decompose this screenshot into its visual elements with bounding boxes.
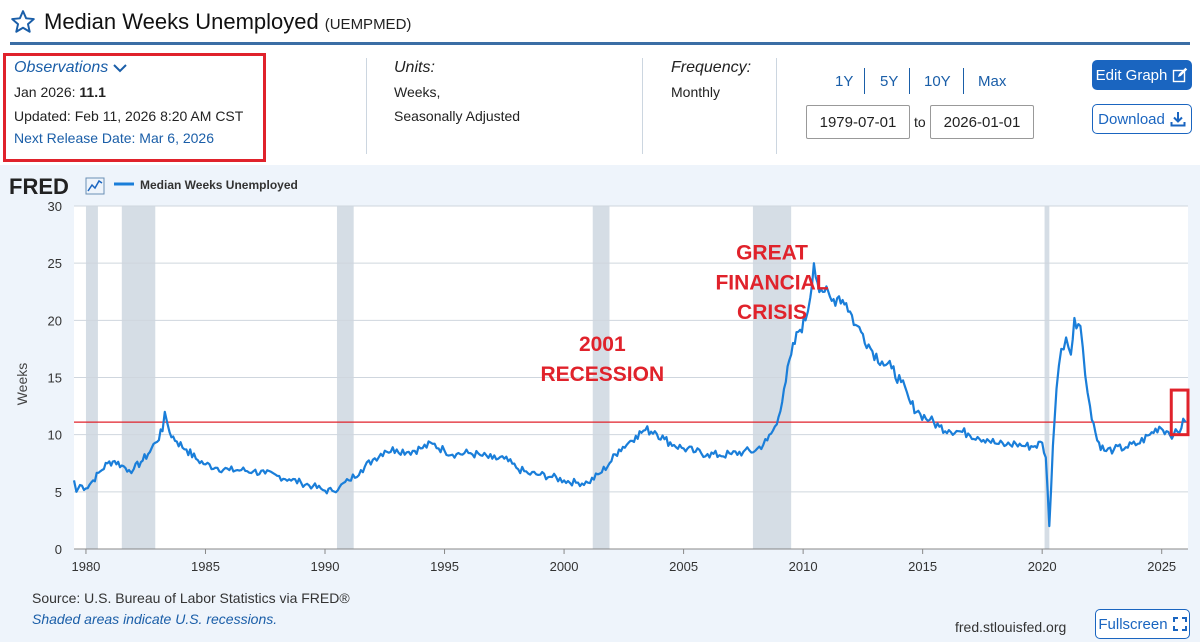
- download-icon: [1170, 112, 1186, 127]
- y-tick-label: 25: [48, 256, 62, 271]
- x-tick-label: 2005: [669, 559, 698, 574]
- range-10y-button[interactable]: 10Y: [924, 73, 951, 90]
- updated-text: Updated: Feb 11, 2026 8:20 AM CST: [14, 108, 244, 124]
- annotation-text: FINANCIAL: [715, 271, 828, 294]
- x-tick-label: 2015: [908, 559, 937, 574]
- x-tick-label: 1990: [311, 559, 340, 574]
- x-tick-label: 1980: [71, 559, 100, 574]
- series-line: [72, 262, 1187, 528]
- units-line-1: Weeks,: [394, 84, 441, 100]
- edit-graph-button[interactable]: Edit Graph: [1092, 60, 1192, 90]
- x-tick-label: 2020: [1028, 559, 1057, 574]
- x-tick-label: 2000: [550, 559, 579, 574]
- annotation-text: RECESSION: [540, 363, 664, 386]
- x-tick-label: 2010: [789, 559, 818, 574]
- y-axis-label: Weeks: [14, 363, 30, 406]
- x-tick-label: 2025: [1147, 559, 1176, 574]
- star-icon[interactable]: [10, 9, 36, 35]
- page-title: Median Weeks Unemployed: [44, 9, 319, 34]
- units-label: Units:: [394, 59, 435, 76]
- y-tick-label: 5: [55, 485, 62, 500]
- annotation-text: GREAT: [736, 242, 808, 265]
- recession-note-link[interactable]: Shaded areas indicate U.S. recessions.: [32, 611, 278, 627]
- frequency-value: Monthly: [671, 84, 721, 100]
- download-button[interactable]: Download: [1092, 104, 1192, 134]
- series-id: (UEMPMED): [324, 15, 412, 33]
- date-range-to: to: [914, 114, 926, 130]
- x-tick-label: 1985: [191, 559, 220, 574]
- latest-observation: Jan 2026: 11.1: [14, 84, 106, 100]
- source-text: Source: U.S. Bureau of Labor Statistics …: [32, 590, 350, 606]
- y-tick-label: 30: [48, 199, 62, 214]
- divider: [642, 58, 643, 154]
- chevron-down-icon: [113, 64, 127, 73]
- observations-label: Observations: [14, 59, 109, 76]
- observations-toggle[interactable]: Observations: [14, 59, 128, 77]
- edit-icon: [1173, 67, 1188, 83]
- range-divider: [864, 68, 865, 94]
- range-5y-button[interactable]: 5Y: [880, 73, 899, 90]
- range-divider: [909, 68, 910, 94]
- y-tick-label: 0: [55, 542, 62, 557]
- chart-trend-icon: [85, 177, 105, 195]
- fullscreen-icon: [1172, 617, 1187, 631]
- y-tick-label: 15: [48, 371, 62, 386]
- units-line-2: Seasonally Adjusted: [394, 108, 521, 124]
- end-date-input[interactable]: [930, 105, 1034, 139]
- edit-graph-label: Edit Graph: [1095, 66, 1168, 84]
- range-max-button[interactable]: Max: [978, 73, 1007, 90]
- fullscreen-button[interactable]: Fullscreen: [1095, 609, 1190, 639]
- observation-date: Jan 2026:: [14, 84, 76, 100]
- legend-label: Median Weeks Unemployed: [140, 178, 298, 192]
- annotation-text: 2001: [579, 333, 626, 356]
- latest-value-highlight-box: [1169, 388, 1190, 437]
- annotation-text: CRISIS: [737, 301, 807, 324]
- y-tick-label: 20: [48, 313, 62, 328]
- fullscreen-label: Fullscreen: [1098, 615, 1168, 633]
- range-1y-button[interactable]: 1Y: [835, 73, 854, 90]
- download-label: Download: [1098, 110, 1165, 128]
- observations-highlight-box: [3, 53, 266, 162]
- fred-logo: FRED: [9, 174, 69, 199]
- start-date-input[interactable]: [806, 105, 910, 139]
- y-tick-label: 10: [48, 428, 62, 443]
- title-row: Median Weeks Unemployed (UEMPMED): [10, 6, 411, 38]
- header-rule: [10, 42, 1190, 45]
- site-url: fred.stlouisfed.org: [955, 619, 1067, 635]
- range-divider: [963, 68, 964, 94]
- frequency-label: Frequency:: [671, 59, 752, 76]
- observation-value: 11.1: [79, 84, 106, 100]
- x-tick-label: 1995: [430, 559, 459, 574]
- divider: [366, 58, 367, 154]
- divider: [776, 58, 777, 154]
- next-release-link[interactable]: Next Release Date: Mar 6, 2026: [14, 130, 214, 146]
